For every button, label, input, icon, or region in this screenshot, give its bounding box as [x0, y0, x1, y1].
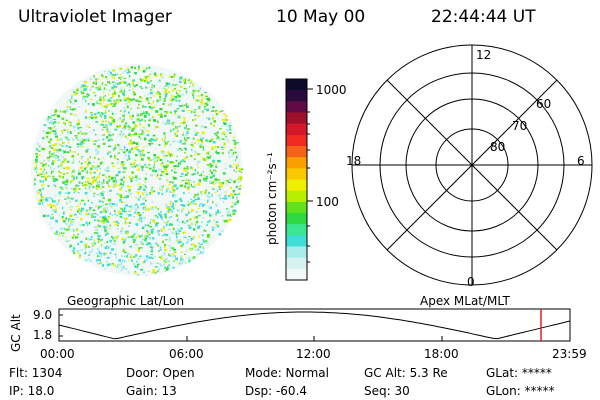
uv-image-disk [31, 64, 244, 277]
status-flt: Flt: 1304 [9, 366, 63, 380]
gc-alt-curve [58, 311, 571, 340]
lat-label-60: 60 [536, 97, 552, 111]
timeline-xtick-0000: 00:00 [40, 347, 75, 361]
lat-label-70: 70 [512, 119, 528, 133]
status-ip: IP: 18.0 [9, 384, 55, 398]
colorbar-unit-label: photon cm⁻²s⁻¹ [265, 152, 279, 245]
status-glat: GLat: ***** [486, 366, 552, 380]
colorbar-cell [286, 179, 307, 192]
colorbar-cell [286, 90, 307, 102]
colorbar-label-1000: 1000 [316, 83, 347, 97]
polar-grid [351, 44, 593, 286]
timeline-xtick-0600: 06:00 [169, 347, 204, 361]
status-mode: Mode: Normal [245, 366, 329, 380]
status-dsp: Dsp: -60.4 [245, 384, 308, 398]
timeline-right-caption: Apex MLat/MLT [420, 294, 510, 308]
status-door: Door: Open [126, 366, 195, 380]
polar-diagonal-2 [386, 79, 558, 251]
colorbar-cell [286, 246, 307, 259]
colorbar-cell [286, 268, 307, 281]
mlt-label-12: 12 [476, 48, 492, 62]
time-label: 22:44:44 UT [431, 7, 536, 27]
colorbar-cell [286, 257, 307, 270]
colorbar-cell [286, 168, 307, 181]
mlt-label-0: 0 [467, 275, 475, 289]
timeline-xtick-1800: 18:00 [424, 347, 459, 361]
instrument-title: Ultraviolet Imager [18, 7, 172, 27]
lat-label-80: 80 [490, 140, 506, 154]
mlt-label-18: 18 [346, 154, 362, 168]
timeline-panel [58, 308, 571, 342]
timeline-xtick-1200: 12:00 [296, 347, 331, 361]
colorbar-cell [286, 201, 307, 214]
timeline-left-caption: Geographic Lat/Lon [67, 294, 185, 308]
status-glon: GLon: ***** [486, 384, 555, 398]
colorbar-cell [286, 123, 307, 136]
colorbar-cell [286, 213, 307, 225]
colorbar-cell [286, 224, 307, 236]
colorbar-cell [286, 101, 307, 114]
status-seq: Seq: 30 [364, 384, 410, 398]
status-gain: Gain: 13 [126, 384, 177, 398]
colorbar-label-100: 100 [316, 195, 339, 209]
status-gc-alt: GC Alt: 5.3 Re [364, 366, 448, 380]
timeline-ytick-9: 9.0 [33, 308, 53, 322]
colorbar-cell [286, 112, 307, 125]
colorbar-cell [286, 79, 307, 91]
colorbar-cell [286, 157, 307, 169]
date-label: 10 May 00 [276, 7, 366, 27]
colorbar [285, 78, 313, 281]
mlt-label-6: 6 [577, 154, 585, 168]
colorbar-cell [286, 190, 307, 203]
colorbar-cell [286, 235, 307, 248]
timeline-xtick-2359: 23:59 [552, 347, 587, 361]
timeline-y-axis-label: GC Alt [9, 314, 23, 352]
colorbar-cell [286, 134, 307, 147]
colorbar-cell [286, 146, 307, 158]
timeline-ytick-1.8: 1.8 [33, 328, 53, 342]
